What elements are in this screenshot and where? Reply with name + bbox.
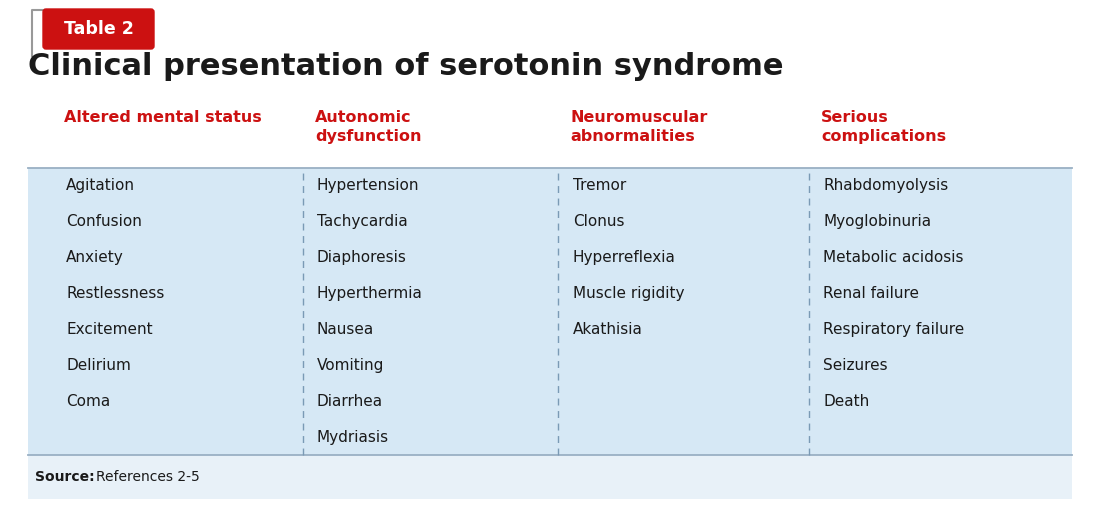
Text: Nausea: Nausea	[317, 322, 374, 337]
FancyBboxPatch shape	[43, 9, 154, 49]
Text: Renal failure: Renal failure	[823, 286, 920, 301]
Text: Serious
complications: Serious complications	[822, 110, 946, 144]
Text: Excitement: Excitement	[66, 322, 153, 337]
Text: Respiratory failure: Respiratory failure	[823, 322, 965, 337]
Text: Hyperreflexia: Hyperreflexia	[573, 250, 675, 265]
Text: Agitation: Agitation	[66, 178, 135, 194]
Text: Seizures: Seizures	[823, 358, 888, 373]
Text: Clonus: Clonus	[573, 214, 624, 229]
Text: Clinical presentation of serotonin syndrome: Clinical presentation of serotonin syndr…	[28, 52, 783, 81]
Text: Source:: Source:	[35, 470, 95, 484]
Text: Metabolic acidosis: Metabolic acidosis	[823, 250, 964, 265]
Text: Death: Death	[823, 394, 869, 409]
Text: Vomiting: Vomiting	[317, 358, 384, 373]
Text: Altered mental status: Altered mental status	[64, 110, 262, 125]
Text: Neuromuscular
abnormalities: Neuromuscular abnormalities	[571, 110, 708, 144]
Text: Rhabdomyolysis: Rhabdomyolysis	[823, 178, 948, 194]
Text: Myoglobinuria: Myoglobinuria	[823, 214, 932, 229]
Text: Tachycardia: Tachycardia	[317, 214, 408, 229]
Text: Delirium: Delirium	[66, 358, 131, 373]
Text: Autonomic
dysfunction: Autonomic dysfunction	[315, 110, 421, 144]
Bar	[28, 168, 1072, 455]
Text: Diaphoresis: Diaphoresis	[317, 250, 407, 265]
Text: Table 2: Table 2	[64, 20, 133, 38]
Text: Mydriasis: Mydriasis	[317, 429, 389, 445]
Text: References 2-5: References 2-5	[96, 470, 200, 484]
Text: Tremor: Tremor	[573, 178, 626, 194]
Bar	[28, 455, 1072, 499]
Text: Restlessness: Restlessness	[66, 286, 165, 301]
Text: Akathisia: Akathisia	[573, 322, 642, 337]
Text: Coma: Coma	[66, 394, 111, 409]
Text: Hyperthermia: Hyperthermia	[317, 286, 422, 301]
Text: Anxiety: Anxiety	[66, 250, 124, 265]
Text: Hypertension: Hypertension	[317, 178, 419, 194]
Text: Muscle rigidity: Muscle rigidity	[573, 286, 684, 301]
Text: Diarrhea: Diarrhea	[317, 394, 383, 409]
Text: Confusion: Confusion	[66, 214, 142, 229]
